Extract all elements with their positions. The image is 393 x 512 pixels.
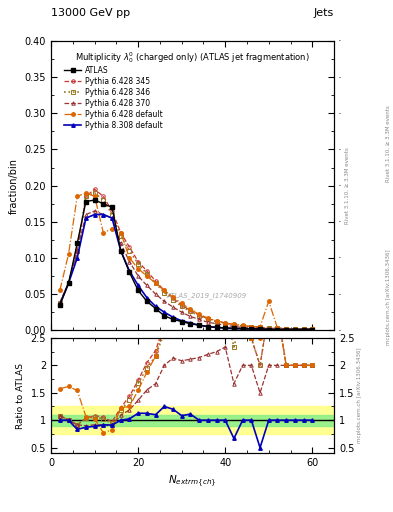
Legend: ATLAS, Pythia 6.428 345, Pythia 6.428 346, Pythia 6.428 370, Pythia 6.428 defaul: ATLAS, Pythia 6.428 345, Pythia 6.428 34… bbox=[61, 62, 167, 133]
Y-axis label: mcplots.cern.ch [arXiv:1306.3436]: mcplots.cern.ch [arXiv:1306.3436] bbox=[357, 348, 362, 443]
X-axis label: $N_{\mathit{extrm}\{ch\}}$: $N_{\mathit{extrm}\{ch\}}$ bbox=[168, 474, 217, 489]
Y-axis label: fraction/bin: fraction/bin bbox=[9, 158, 19, 214]
Y-axis label: Rivet 3.1.10, ≥ 3.3M events: Rivet 3.1.10, ≥ 3.3M events bbox=[345, 147, 350, 224]
Text: Rivet 3.1.10, ≥ 3.3M events: Rivet 3.1.10, ≥ 3.3M events bbox=[386, 105, 391, 182]
Text: mcplots.cern.ch [arXiv:1306.3436]: mcplots.cern.ch [arXiv:1306.3436] bbox=[386, 249, 391, 345]
Bar bbox=[51, 407, 334, 434]
Bar bbox=[51, 415, 334, 425]
Text: Multiplicity $\lambda_0^0$ (charged only) (ATLAS jet fragmentation): Multiplicity $\lambda_0^0$ (charged only… bbox=[75, 50, 310, 65]
Text: Jets: Jets bbox=[314, 8, 334, 18]
Text: ATLAS_2019_I1740909: ATLAS_2019_I1740909 bbox=[167, 292, 247, 299]
Text: 13000 GeV pp: 13000 GeV pp bbox=[51, 8, 130, 18]
Y-axis label: Ratio to ATLAS: Ratio to ATLAS bbox=[16, 362, 25, 429]
